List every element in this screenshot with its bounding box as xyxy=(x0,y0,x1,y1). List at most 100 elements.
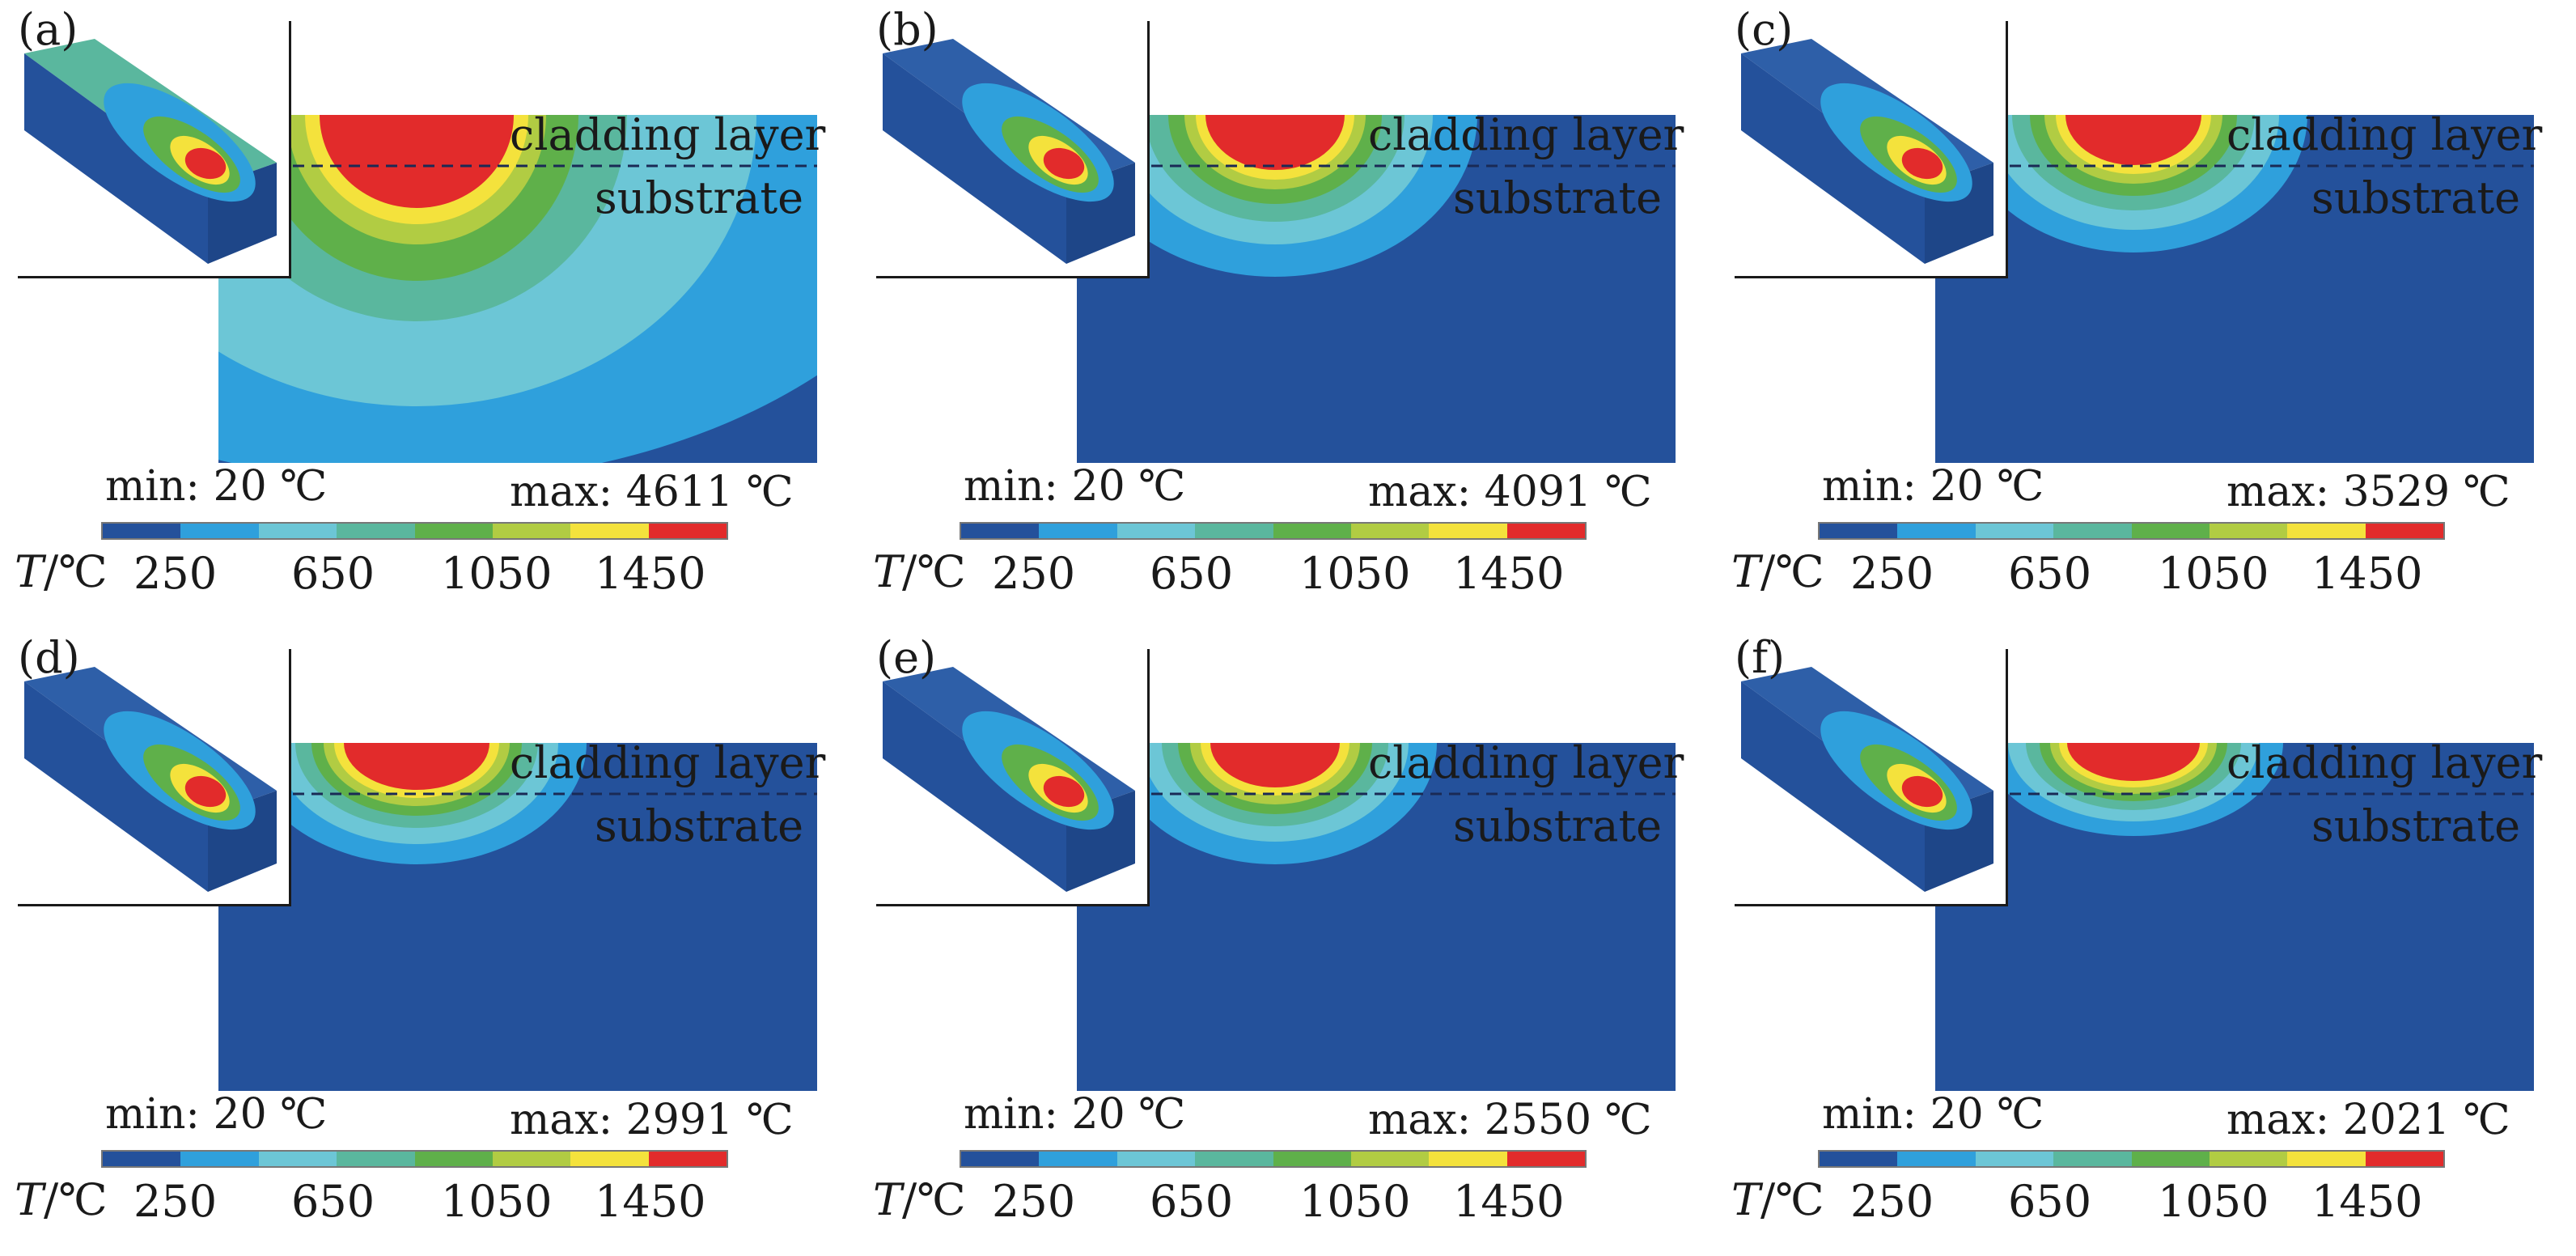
inset-svg xyxy=(883,667,1135,892)
panel-label: (a) xyxy=(18,4,78,55)
colorbar-segment xyxy=(1195,524,1273,538)
substrate-label: substrate xyxy=(2311,172,2521,223)
max-temperature: max: 4091 ℃ xyxy=(1368,468,1652,516)
temperature-unit: /℃ xyxy=(44,1174,108,1225)
panel-label: (e) xyxy=(876,632,937,683)
colorbar-tick-label: 250 xyxy=(1850,548,1934,599)
colorbar-tick-label: 1050 xyxy=(1299,548,1411,599)
colorbar-segment xyxy=(258,1152,337,1166)
temperature-colorbar xyxy=(1818,1150,2445,1168)
cladding-layer-label: cladding layer xyxy=(510,737,826,788)
inset-svg xyxy=(24,667,277,892)
colorbar-tick-label: 1050 xyxy=(441,1176,553,1227)
panel-label: (f) xyxy=(1735,632,1786,683)
colorbar-segment xyxy=(2365,524,2443,538)
colorbar-segment xyxy=(1039,524,1117,538)
max-temperature: max: 3529 ℃ xyxy=(2226,468,2510,516)
temperature-colorbar xyxy=(101,522,728,540)
isotherm-band xyxy=(320,115,514,208)
colorbar-segment xyxy=(961,1152,1040,1166)
cladding-layer-label: cladding layer xyxy=(2226,737,2543,788)
colorbar-tick-label: 650 xyxy=(2008,548,2092,599)
substrate-label: substrate xyxy=(2311,800,2521,851)
colorbar-segment xyxy=(1975,524,2054,538)
inset-melt-pool xyxy=(1901,147,1943,180)
colorbar-segment xyxy=(2053,524,2132,538)
inset-3d-view xyxy=(1735,21,2008,278)
colorbar-segment xyxy=(1820,524,1898,538)
colorbar-segment xyxy=(2209,1152,2288,1166)
max-temperature: max: 2021 ℃ xyxy=(2226,1096,2510,1144)
block-front-face xyxy=(883,681,1066,892)
block-front-face xyxy=(24,53,208,264)
temperature-symbol: T xyxy=(873,546,903,597)
cross-section-contour xyxy=(1935,743,2534,1091)
colorbar-segment xyxy=(1273,524,1351,538)
isotherm-band xyxy=(2067,743,2200,781)
colorbar-segment xyxy=(1897,1152,1976,1166)
block-front-face xyxy=(24,681,208,892)
colorbar-segment xyxy=(1350,1152,1430,1166)
colorbar-tick-label: 1050 xyxy=(2158,548,2269,599)
colorbar-tick-label: 1450 xyxy=(595,1176,706,1227)
temperature-unit: /℃ xyxy=(1760,1174,1824,1225)
colorbar-segment xyxy=(648,524,727,538)
colorbar-segment xyxy=(1195,1152,1273,1166)
inset-melt-pool xyxy=(1043,147,1085,180)
colorbar-tick-label: 1450 xyxy=(1453,1176,1565,1227)
cladding-layer-label: cladding layer xyxy=(2226,109,2543,160)
cross-section-contour xyxy=(218,743,817,1091)
colorbar-tick-label: 1450 xyxy=(595,548,706,599)
colorbar-segment xyxy=(1273,1152,1351,1166)
colorbar-tick-label: 650 xyxy=(291,548,375,599)
colorbar-segment xyxy=(2287,1152,2366,1166)
temperature-unit: /℃ xyxy=(902,546,966,597)
inset-svg xyxy=(1741,39,1993,264)
panel-label: (d) xyxy=(18,632,80,683)
colorbar-segment xyxy=(1350,524,1430,538)
block-front-face xyxy=(1741,681,1925,892)
colorbar-segment xyxy=(570,1152,649,1166)
colorbar-axis-label: T/℃ xyxy=(15,550,108,594)
temperature-unit: /℃ xyxy=(1760,546,1824,597)
colorbar-segment xyxy=(337,1152,415,1166)
contour-svg xyxy=(1077,115,1676,277)
colorbar-tick-label: 1450 xyxy=(1453,548,1565,599)
colorbar-tick-label: 650 xyxy=(291,1176,375,1227)
cross-section-contour xyxy=(1077,743,1676,1091)
colorbar-segment xyxy=(570,524,649,538)
cladding-layer-label: cladding layer xyxy=(510,109,826,160)
colorbar-tick-label: 1050 xyxy=(1299,1176,1411,1227)
colorbar-tick-label: 250 xyxy=(133,548,218,599)
cladding-layer-label: cladding layer xyxy=(1368,737,1684,788)
temperature-symbol: T xyxy=(873,1174,903,1225)
isotherm-band xyxy=(1205,115,1345,170)
contour-svg xyxy=(218,743,817,864)
isotherm-band xyxy=(1210,743,1340,787)
min-temperature: min: 20 ℃ xyxy=(964,462,1186,511)
temperature-colorbar xyxy=(1818,522,2445,540)
inset-3d-view xyxy=(1735,649,2008,906)
isotherm-band xyxy=(2065,115,2201,165)
colorbar-segment xyxy=(1429,1152,1507,1166)
colorbar-axis-label: T/℃ xyxy=(1731,1178,1824,1222)
colorbar-tick-label: 1450 xyxy=(2311,548,2423,599)
inset-3d-view xyxy=(18,21,291,278)
colorbar-segment xyxy=(2287,524,2366,538)
colorbar-segment xyxy=(1429,524,1507,538)
cross-section-contour xyxy=(218,115,817,463)
temperature-symbol: T xyxy=(15,546,44,597)
temperature-panel: cladding layer substrate (f) min: 20 ℃ max: … xyxy=(1717,628,2575,1256)
colorbar-segment xyxy=(1506,1152,1585,1166)
colorbar-axis-label: T/℃ xyxy=(873,1178,966,1222)
temperature-colorbar xyxy=(960,1150,1587,1168)
cross-section-contour xyxy=(1077,115,1676,463)
temperature-symbol: T xyxy=(1731,546,1761,597)
substrate-label: substrate xyxy=(595,172,804,223)
colorbar-segment xyxy=(492,524,571,538)
inset-3d-view xyxy=(18,649,291,906)
block-front-face xyxy=(1741,53,1925,264)
isotherm-band xyxy=(344,743,489,790)
inset-3d-view xyxy=(876,21,1150,278)
colorbar-tick-label: 650 xyxy=(2008,1176,2092,1227)
